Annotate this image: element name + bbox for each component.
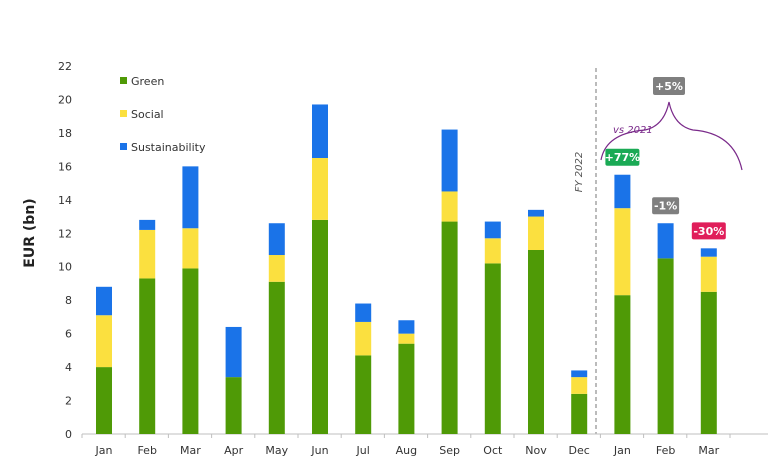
fy-label: FY 2022 [574, 152, 585, 193]
bar-segment-sustainability [484, 221, 501, 239]
badge-text: +77% [605, 151, 641, 164]
x-tick-label: Feb [656, 444, 675, 457]
y-tick-label: 8 [65, 294, 72, 307]
bar-segment-sustainability [441, 129, 458, 192]
badge-group-total [653, 77, 685, 95]
bar-segment-sustainability [398, 320, 415, 334]
x-tick-label: May [265, 444, 288, 457]
legend-swatch-sustainability [120, 143, 127, 150]
legend-label-sustainability: Sustainability [131, 141, 206, 154]
x-tick-label: Apr [224, 444, 244, 457]
y-tick-label: 22 [58, 60, 72, 73]
bar-segment-green [528, 250, 544, 434]
bar-segment-green [139, 278, 156, 434]
bar-segment-social [139, 229, 156, 279]
bar-segment-sustainability [268, 223, 285, 256]
bar-segment-sustainability [182, 166, 199, 229]
legend-label-green: Green [131, 75, 164, 88]
bar-segment-social [268, 255, 285, 282]
badge [652, 197, 680, 215]
vs-2021-label: vs 2021 [613, 125, 653, 136]
bar-segment-sustainability [614, 174, 631, 209]
legend-swatch-green [120, 77, 127, 84]
x-tick-label: Mar [180, 444, 201, 457]
bars [96, 104, 717, 434]
badges: +77% -1% -30% [605, 148, 726, 240]
y-tick-label: 4 [65, 361, 72, 374]
y-tick-label: 16 [58, 160, 72, 173]
bar-segment-social [312, 158, 328, 220]
bar-segment-green [182, 268, 199, 434]
bar-segment-green [441, 221, 458, 434]
badge [691, 222, 726, 240]
bar-segment-green [96, 367, 112, 434]
bar-segment-social [182, 228, 199, 269]
bar-segment-green [398, 343, 415, 434]
bar-segment-social [614, 208, 631, 296]
bar-segment-sustainability [700, 248, 717, 257]
x-tick-label: Jun [310, 444, 328, 457]
x-tick-label: Jan [613, 444, 631, 457]
bar-segment-social [700, 256, 717, 292]
bar-segment-sustainability [528, 209, 544, 217]
bar-segment-sustainability [139, 219, 156, 230]
badge-text: -30% [693, 225, 724, 238]
y-tick-label: 14 [58, 194, 72, 207]
bar-segment-green [225, 377, 242, 434]
bar-segment-sustainability [355, 303, 372, 322]
bar-segment-social [355, 321, 372, 356]
y-tick-label: 10 [58, 261, 72, 274]
x-tick-label: Aug [396, 444, 417, 457]
x-tick-label: Dec [569, 444, 590, 457]
badge [605, 148, 640, 166]
bar-segment-social [96, 315, 112, 368]
bar-segment-sustainability [312, 104, 328, 158]
axes: 0 2 4 6 8 10 12 14 16 18 20 22 Jan Feb Mar Apr May Jun Jul… [58, 60, 768, 457]
bar-segment-social [484, 238, 501, 264]
bar-segment-sustainability [96, 286, 112, 316]
x-tick-label: Mar [698, 444, 719, 457]
bar-segment-social [398, 333, 415, 344]
x-tick-label: Feb [137, 444, 156, 457]
bar-segment-green [614, 295, 631, 434]
x-tick-label: Oct [483, 444, 503, 457]
bar-segment-green [355, 355, 372, 434]
bar-segment-sustainability [657, 223, 674, 259]
bar-segment-sustainability [571, 370, 588, 378]
y-tick-label: 0 [65, 428, 72, 441]
y-axis-title: EUR (bn) [22, 198, 38, 267]
bar-segment-green [268, 281, 285, 434]
comparison-brace [600, 101, 743, 171]
badge-group-total-text: +5% [655, 80, 683, 93]
legend: Green Social Sustainability [120, 75, 206, 154]
y-tick-label: 2 [65, 395, 72, 408]
y-tick-label: 18 [58, 127, 72, 140]
x-tick-label: Jul [356, 444, 370, 457]
bar-segment-green [484, 263, 501, 434]
x-tick-label: Nov [525, 444, 547, 457]
bar-segment-social [571, 377, 588, 394]
badge-text: -1% [654, 200, 677, 213]
x-tick-label: Sep [439, 444, 460, 457]
y-tick-label: 6 [65, 328, 72, 341]
x-tick-label: Jan [95, 444, 113, 457]
y-tick-label: 12 [58, 227, 72, 240]
bar-segment-green [700, 291, 717, 434]
legend-label-social: Social [131, 108, 164, 121]
bar-segment-social [441, 191, 458, 222]
bar-segment-green [571, 393, 588, 434]
legend-swatch-social [120, 110, 127, 117]
bar-segment-social [528, 216, 544, 250]
bar-segment-green [657, 258, 674, 434]
y-tick-label: 20 [58, 93, 72, 106]
bar-segment-green [312, 219, 328, 434]
bar-segment-sustainability [225, 326, 242, 378]
